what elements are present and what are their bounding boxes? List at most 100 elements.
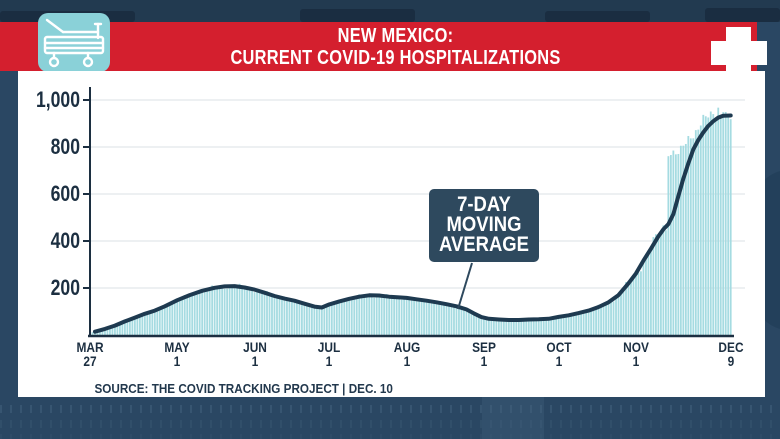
daily-bar [480,316,483,335]
daily-bar [338,301,341,335]
daily-bar [545,319,548,335]
daily-bar [405,297,408,335]
daily-bar [171,303,174,335]
daily-bar [358,294,361,335]
daily-bar [415,297,418,335]
daily-bar [296,300,298,335]
daily-bar [450,303,453,335]
daily-bar [482,318,485,335]
daily-bar [370,297,373,335]
callout-line-3: AVERAGE [438,233,530,256]
daily-bar [684,143,687,335]
daily-bar [510,320,513,335]
daily-bar [248,287,251,335]
daily-bar [582,312,585,335]
daily-bar [320,306,323,335]
daily-bar [535,318,538,335]
daily-bar [181,297,184,335]
x-label-day: 1 [632,353,640,369]
daily-bar [241,285,243,335]
daily-bar [161,308,164,335]
x-axis-label: NOV 1 [616,340,655,368]
daily-bar [335,303,338,335]
daily-bar [368,294,371,335]
daily-bar [276,295,278,335]
daily-bar [565,315,568,335]
daily-bar [333,302,336,335]
daily-bar [595,307,597,335]
daily-bar [542,318,545,335]
daily-bar [587,309,590,335]
daily-bar [537,319,540,335]
background-texture [545,11,650,22]
daily-bar [550,318,553,335]
daily-bar [216,288,219,335]
daily-bar [301,302,303,335]
daily-bar [263,292,266,335]
daily-bar [702,114,705,335]
chart-panel: 1,000 800 600 400 200 MAR 27 MAY 1 JUN 1 JUL 1 AUG 1 S… [18,71,765,397]
y-axis-label: 200 [50,275,80,300]
daily-bar [562,315,565,335]
y-axis-label: 600 [50,181,80,206]
daily-bar [640,271,642,335]
daily-bar [420,299,423,335]
daily-bar [208,287,211,335]
daily-bar [567,315,570,335]
daily-bar [647,254,650,335]
daily-bar [310,306,313,335]
daily-bar [475,314,478,335]
daily-bar [236,285,238,335]
daily-bar [261,293,263,335]
daily-bar [674,154,677,335]
daily-bar [572,314,575,335]
daily-bar [580,312,583,335]
daily-bar [288,301,291,335]
x-axis-label: MAY 1 [158,340,197,368]
background-texture [482,397,544,439]
daily-bar [166,305,169,335]
x-label-month: NOV [623,339,649,355]
x-label-month: MAY [164,339,190,355]
daily-bar [313,306,316,335]
daily-bar [373,297,376,335]
daily-bar [348,298,351,335]
daily-bar [470,311,473,335]
daily-bar [191,294,194,335]
daily-bar [253,292,256,335]
daily-bar [206,290,209,335]
daily-bar [158,308,161,335]
daily-bar [500,319,503,335]
daily-bar [243,288,246,335]
daily-bar [183,295,186,335]
daily-bar [353,298,356,335]
moving-average-callout: 7-DAY MOVING AVERAGE [429,189,539,262]
daily-bar [530,319,533,335]
daily-bar [233,287,236,335]
daily-bar [612,301,615,335]
daily-bar [228,285,231,335]
hospital-bed-glyph [43,18,105,68]
daily-bar [505,318,508,335]
daily-bar [99,330,101,335]
daily-bar [485,318,488,335]
daily-bar [121,322,124,335]
daily-bar [198,293,201,335]
daily-bar [662,225,665,335]
daily-bar [106,328,109,335]
daily-bar [365,295,368,335]
daily-bar [148,311,151,335]
x-label-day: 1 [480,353,488,369]
daily-bar [413,297,415,335]
daily-bar [727,116,730,335]
daily-bar [455,307,458,335]
daily-bar [664,230,667,335]
daily-bar [637,272,640,335]
daily-bar [657,238,660,335]
daily-bar [622,288,625,335]
daily-bar [383,296,386,335]
daily-bar [448,304,450,335]
daily-bar [126,320,129,335]
daily-bar [340,300,343,335]
